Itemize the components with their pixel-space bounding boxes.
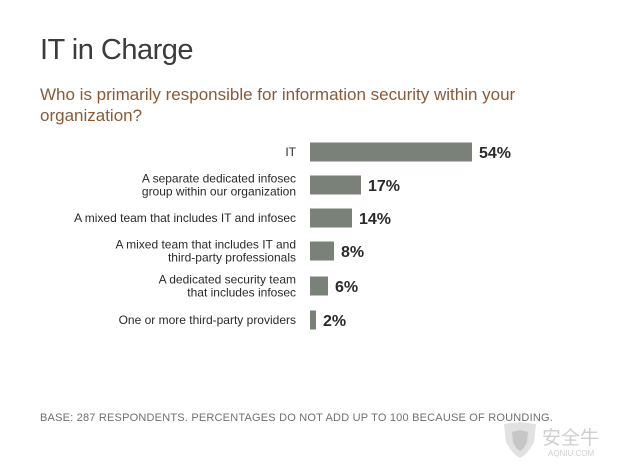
category-label: One or more third-party providers: [119, 313, 296, 327]
category-label: A mixed team that includes IT and: [115, 238, 296, 252]
bar: [310, 142, 472, 162]
category-label: A mixed team that includes IT and infose…: [74, 211, 296, 225]
data-label: 2%: [323, 313, 346, 330]
shield-inner-icon: [512, 430, 528, 451]
category-label: IT: [285, 145, 296, 159]
data-label: 14%: [359, 211, 391, 228]
chart-title: IT in Charge: [40, 34, 194, 66]
category-label: that includes infosec: [187, 286, 296, 300]
bar: [310, 241, 334, 261]
data-label: 17%: [368, 178, 400, 195]
data-label: 6%: [335, 279, 358, 296]
data-label: 54%: [479, 145, 511, 162]
watermark-subtext: AQNIU.COM: [548, 449, 595, 458]
watermark-logo: 安全牛 AQNIU.COM: [504, 422, 599, 458]
category-label: group within our organization: [142, 185, 296, 199]
bar: [310, 310, 316, 330]
bar: [310, 208, 352, 228]
bar: [310, 175, 361, 195]
footnote: BASE: 287 RESPONDENTS. PERCENTAGES DO NO…: [40, 412, 553, 424]
data-label: 8%: [341, 244, 364, 261]
category-label: A separate dedicated infosec: [142, 172, 296, 186]
category-label: third-party professionals: [168, 251, 296, 265]
watermark-text: 安全牛: [542, 427, 599, 449]
bar: [310, 276, 328, 296]
category-label: A dedicated security team: [159, 273, 296, 287]
chart-subtitle: Who is primarily responsible for informa…: [40, 85, 516, 125]
